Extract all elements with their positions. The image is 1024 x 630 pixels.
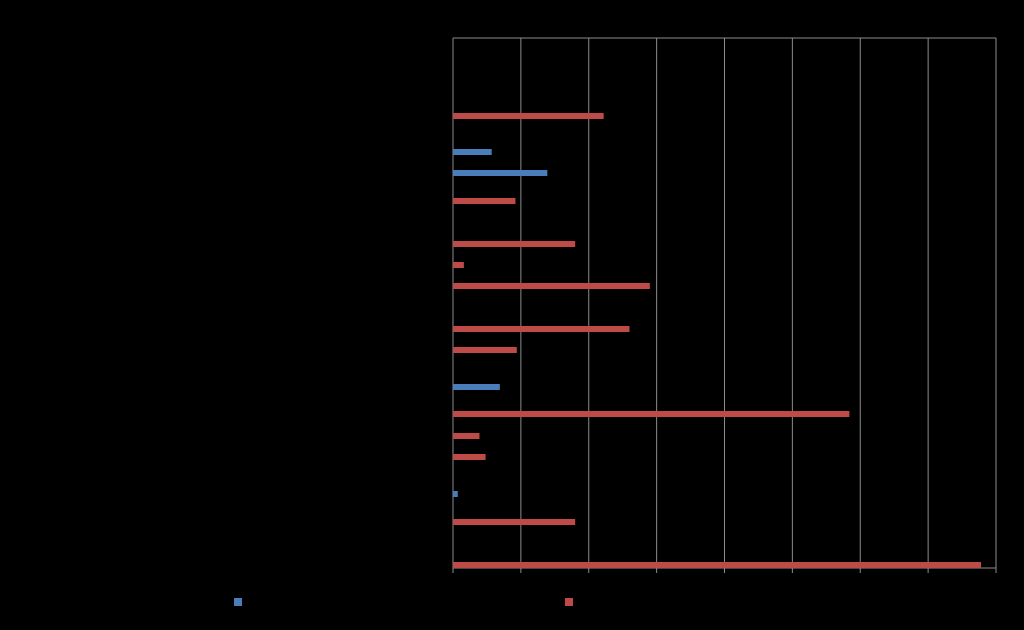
bar: [453, 562, 982, 568]
bar: [453, 347, 517, 353]
bar-layer: [453, 113, 982, 568]
legend-marker: [565, 598, 573, 606]
legend-marker: [234, 598, 242, 606]
bar: [453, 113, 604, 119]
bar: [453, 262, 464, 268]
bar: [453, 384, 500, 390]
bar: [453, 170, 548, 176]
bar: [453, 326, 630, 332]
legend: [234, 598, 573, 606]
bar: [453, 411, 850, 417]
bar: [453, 433, 480, 439]
bar: [453, 454, 486, 460]
bar: [453, 491, 458, 497]
bar: [453, 198, 516, 204]
bar: [453, 519, 576, 525]
bar: [453, 283, 650, 289]
bar: [453, 149, 492, 155]
bar: [453, 241, 576, 247]
